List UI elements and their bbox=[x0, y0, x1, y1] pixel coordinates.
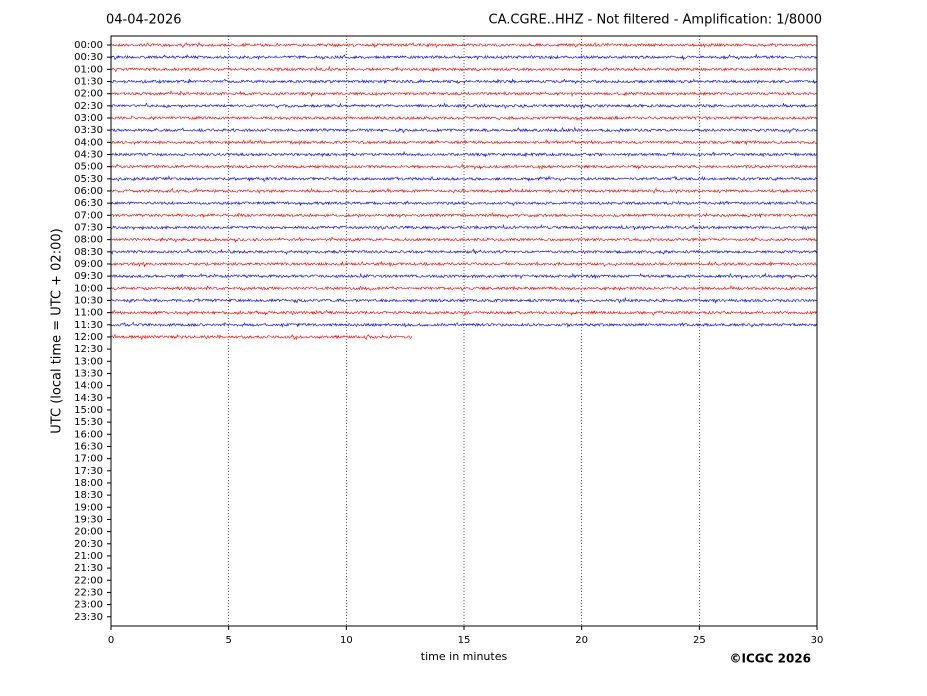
y-tick-label: 14:00 bbox=[74, 381, 103, 392]
y-tick-label: 00:00 bbox=[74, 40, 103, 51]
y-tick-label: 11:00 bbox=[74, 308, 103, 319]
trace bbox=[110, 138, 817, 146]
y-tick-label: 04:30 bbox=[74, 149, 103, 160]
station-title: CA.CGRE..HHZ - Not filtered - Amplificat… bbox=[489, 13, 823, 28]
trace bbox=[110, 321, 817, 329]
y-tick-label: 02:00 bbox=[74, 89, 103, 100]
y-tick-label: 23:00 bbox=[74, 600, 103, 611]
trace bbox=[110, 260, 817, 268]
trace bbox=[110, 236, 817, 243]
y-tick-label: 05:30 bbox=[74, 174, 103, 185]
trace bbox=[110, 272, 817, 280]
y-tick-label: 07:00 bbox=[74, 210, 103, 221]
y-tick-label: 05:00 bbox=[74, 162, 103, 173]
trace bbox=[110, 115, 817, 121]
y-tick-label: 09:00 bbox=[74, 259, 103, 270]
x-tick-label: 25 bbox=[693, 635, 706, 646]
trace bbox=[110, 248, 817, 255]
y-tick-label: 11:30 bbox=[74, 320, 103, 331]
y-tick-label: 22:30 bbox=[74, 587, 103, 598]
plot-frame bbox=[110, 35, 818, 627]
y-tick-label: 22:00 bbox=[74, 575, 103, 586]
x-tick-label: 0 bbox=[108, 635, 114, 646]
trace bbox=[110, 41, 817, 49]
y-tick-label: 12:00 bbox=[74, 332, 103, 343]
y-tick-label: 10:30 bbox=[74, 295, 103, 306]
y-tick-label: 13:00 bbox=[74, 356, 103, 367]
y-tick-label: 06:00 bbox=[74, 186, 103, 197]
trace bbox=[110, 150, 817, 158]
y-tick-label: 23:30 bbox=[74, 612, 103, 623]
copyright: ©ICGC 2026 bbox=[729, 652, 811, 666]
y-tick-label: 16:30 bbox=[74, 441, 103, 452]
y-tick-label: 19:00 bbox=[74, 502, 103, 513]
y-tick-label: 14:30 bbox=[74, 393, 103, 404]
y-tick-label: 01:00 bbox=[74, 64, 103, 75]
y-tick-label: 16:00 bbox=[74, 429, 103, 440]
y-tick-label: 20:30 bbox=[74, 539, 103, 550]
trace bbox=[110, 296, 817, 304]
y-tick-label: 18:30 bbox=[74, 490, 103, 501]
y-tick-label: 06:30 bbox=[74, 198, 103, 209]
trace bbox=[110, 126, 817, 134]
y-tick-label: 02:30 bbox=[74, 101, 103, 112]
y-tick-label: 21:30 bbox=[74, 563, 103, 574]
trace bbox=[110, 102, 817, 110]
x-tick-label: 20 bbox=[575, 635, 588, 646]
y-tick-label: 21:00 bbox=[74, 551, 103, 562]
trace bbox=[110, 333, 413, 341]
y-tick-label: 15:00 bbox=[74, 405, 103, 416]
trace bbox=[110, 199, 817, 207]
y-axis-label: UTC (local time = UTC + 02:00) bbox=[50, 228, 65, 433]
y-tick-label: 04:00 bbox=[74, 137, 103, 148]
y-tick-label: 09:30 bbox=[74, 271, 103, 282]
y-tick-label: 13:30 bbox=[74, 368, 103, 379]
y-tick-label: 08:00 bbox=[74, 235, 103, 246]
x-tick-label: 30 bbox=[811, 635, 824, 646]
y-tick-label: 17:00 bbox=[74, 454, 103, 465]
trace bbox=[110, 284, 817, 292]
trace bbox=[110, 65, 817, 73]
y-tick-label: 15:30 bbox=[74, 417, 103, 428]
trace bbox=[110, 309, 817, 316]
trace bbox=[110, 223, 817, 231]
y-tick-label: 03:30 bbox=[74, 125, 103, 136]
y-tick-label: 20:00 bbox=[74, 527, 103, 538]
trace bbox=[110, 78, 817, 85]
y-tick-label: 03:00 bbox=[74, 113, 103, 124]
y-tick-label: 12:30 bbox=[74, 344, 103, 355]
y-tick-label: 19:30 bbox=[74, 514, 103, 525]
y-tick-label: 18:00 bbox=[74, 478, 103, 489]
x-axis-label: time in minutes bbox=[421, 650, 508, 663]
trace bbox=[110, 187, 817, 195]
y-tick-label: 10:00 bbox=[74, 283, 103, 294]
trace bbox=[110, 90, 817, 98]
trace bbox=[110, 53, 817, 61]
y-tick-label: 01:30 bbox=[74, 76, 103, 87]
y-tick-label: 17:30 bbox=[74, 466, 103, 477]
x-tick-label: 5 bbox=[225, 635, 231, 646]
y-tick-label: 08:30 bbox=[74, 247, 103, 258]
date-title: 04-04-2026 bbox=[106, 13, 182, 28]
y-tick-label: 00:30 bbox=[74, 52, 103, 63]
trace bbox=[110, 211, 817, 219]
x-tick-label: 10 bbox=[340, 635, 353, 646]
trace bbox=[110, 175, 817, 183]
y-tick-label: 07:30 bbox=[74, 222, 103, 233]
x-tick-label: 15 bbox=[458, 635, 471, 646]
trace bbox=[110, 163, 817, 171]
